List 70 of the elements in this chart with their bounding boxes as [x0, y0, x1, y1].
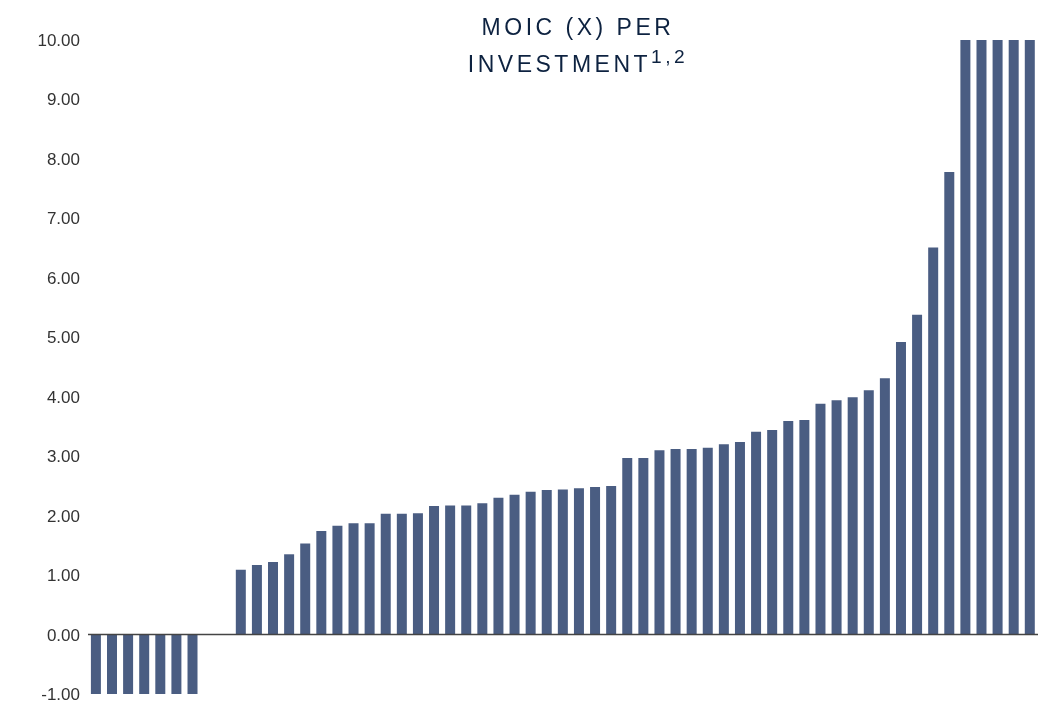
y-tick-label: 3.00	[46, 447, 80, 467]
bar	[590, 487, 601, 635]
y-tick-label: 1.00	[46, 566, 80, 586]
bar	[992, 40, 1003, 635]
bar	[251, 564, 262, 635]
bar	[541, 490, 552, 635]
bar	[461, 505, 472, 635]
bar	[412, 513, 423, 635]
y-tick-label: 7.00	[46, 209, 80, 229]
bar	[284, 554, 295, 635]
bar	[332, 525, 343, 635]
bar	[396, 513, 407, 635]
bar	[445, 505, 456, 635]
bar	[187, 634, 198, 694]
y-tick-label: -1.00	[41, 685, 80, 705]
bar	[1024, 40, 1035, 635]
bar	[654, 450, 665, 635]
bar	[380, 513, 391, 635]
bar	[557, 489, 568, 635]
bar	[944, 171, 955, 635]
bar	[734, 441, 745, 635]
bar	[606, 485, 617, 635]
bar	[799, 419, 810, 635]
bar	[123, 634, 134, 694]
y-tick-label: 8.00	[46, 149, 80, 169]
bar	[90, 634, 101, 694]
bar	[718, 444, 729, 635]
bar	[622, 457, 633, 635]
bar	[525, 491, 536, 635]
bar	[268, 562, 279, 635]
bar	[767, 430, 778, 635]
chart-title: MOIC (X) PER INVESTMENT$^{1,2}$	[466, 13, 690, 79]
bar	[847, 397, 858, 635]
bar	[638, 457, 649, 635]
bar	[171, 634, 182, 694]
bar	[477, 503, 488, 635]
bar	[139, 634, 150, 694]
bar	[670, 449, 681, 635]
bar	[1008, 40, 1019, 635]
bar	[429, 506, 440, 635]
bar	[107, 634, 117, 694]
y-tick-label: 4.00	[46, 387, 80, 407]
bar	[960, 40, 971, 635]
y-tick-label: 0.00	[46, 625, 80, 645]
bar	[364, 523, 375, 635]
bar	[573, 488, 584, 635]
bar	[895, 342, 906, 635]
bar	[831, 400, 842, 635]
bar	[686, 449, 697, 635]
bar	[751, 431, 762, 635]
bar	[912, 314, 923, 635]
bar	[863, 390, 874, 635]
bar	[348, 523, 359, 635]
bar	[976, 40, 987, 635]
bar	[783, 421, 794, 635]
bar	[702, 447, 713, 635]
bar	[235, 569, 246, 635]
y-tick-label: 5.00	[46, 328, 80, 348]
bar	[879, 378, 890, 635]
bar	[815, 403, 826, 635]
bar	[928, 247, 939, 635]
bar	[509, 494, 520, 635]
bar	[316, 531, 327, 635]
y-tick-label: 9.00	[46, 90, 80, 110]
y-tick-label: 10.00	[37, 31, 80, 51]
bar	[155, 634, 166, 694]
y-tick-label: 6.00	[46, 268, 80, 288]
y-tick-label: 2.00	[46, 506, 80, 526]
bar	[493, 497, 504, 635]
bar	[300, 543, 311, 635]
